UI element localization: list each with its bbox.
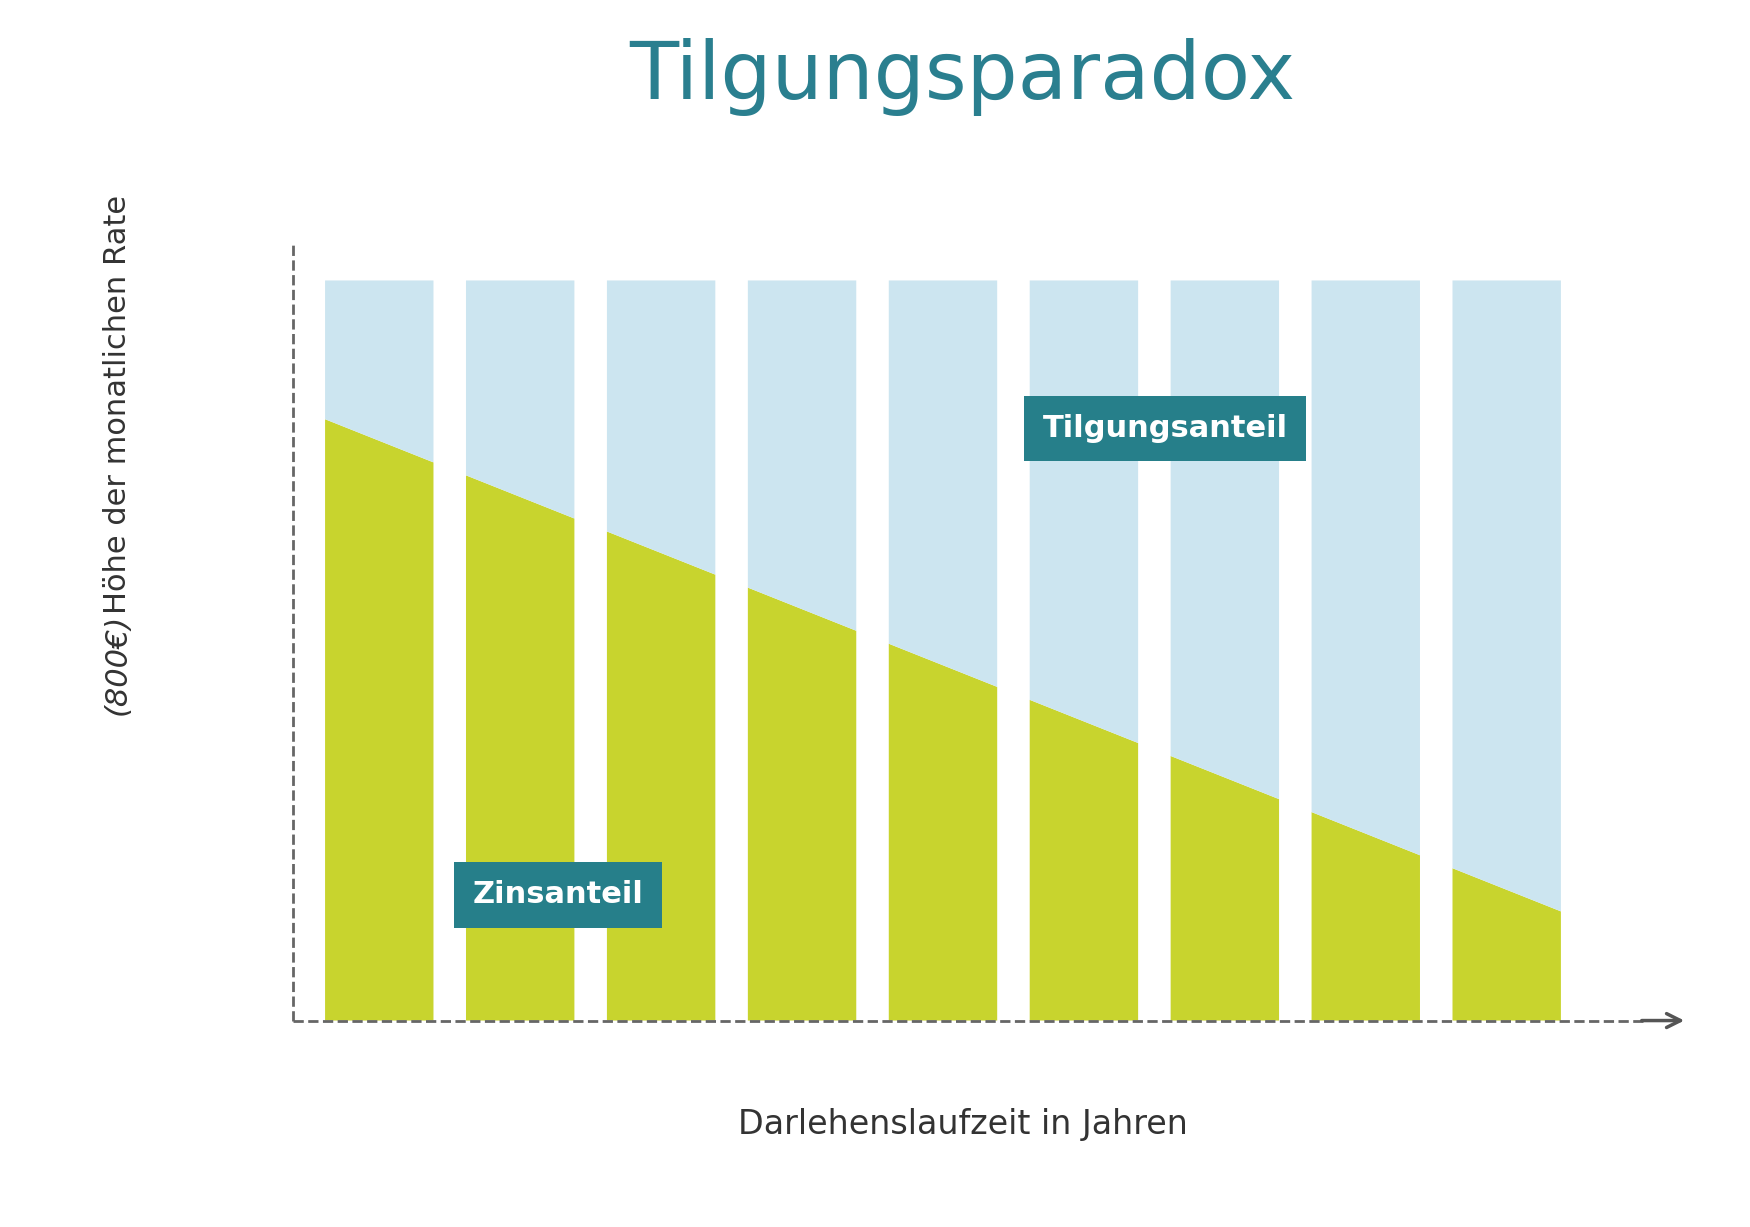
Polygon shape <box>1029 281 1138 744</box>
Polygon shape <box>889 644 997 1021</box>
Polygon shape <box>747 281 856 631</box>
Polygon shape <box>1452 869 1561 1021</box>
Polygon shape <box>1029 699 1138 1021</box>
X-axis label: Darlehenslaufzeit in Jahren: Darlehenslaufzeit in Jahren <box>737 1108 1188 1141</box>
Polygon shape <box>326 281 434 463</box>
Text: Zinsanteil: Zinsanteil <box>473 880 644 909</box>
Text: (800€): (800€) <box>103 614 131 715</box>
Text: Tilgungsanteil: Tilgungsanteil <box>1043 413 1288 443</box>
Polygon shape <box>1311 812 1419 1021</box>
Text: Höhe der monatlichen Rate: Höhe der monatlichen Rate <box>103 184 131 614</box>
Title: Tilgungsparadox: Tilgungsparadox <box>630 38 1295 115</box>
Polygon shape <box>466 475 574 1021</box>
Polygon shape <box>1452 281 1561 912</box>
Polygon shape <box>326 420 434 1021</box>
Polygon shape <box>1171 756 1279 1021</box>
Polygon shape <box>1311 281 1419 855</box>
Polygon shape <box>747 588 856 1021</box>
Polygon shape <box>607 281 716 574</box>
Polygon shape <box>607 531 716 1021</box>
Polygon shape <box>466 281 574 519</box>
Polygon shape <box>889 281 997 687</box>
Polygon shape <box>1171 281 1279 799</box>
